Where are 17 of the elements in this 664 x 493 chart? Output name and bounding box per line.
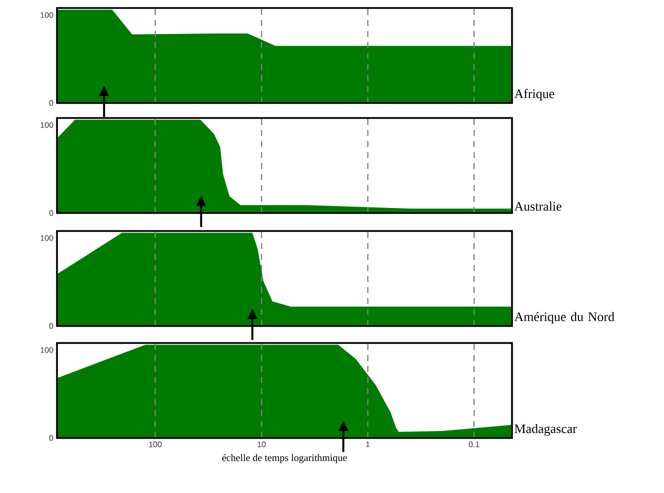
series-label: Australie <box>514 202 562 211</box>
y-tick-label: 100 <box>40 12 54 18</box>
x-axis-title: échelle de temps logarithmique <box>222 454 347 464</box>
series-label: Madagascar <box>514 424 577 436</box>
y-tick-label: 100 <box>40 122 54 128</box>
x-tick-label: 100 <box>149 442 162 448</box>
y-tick-label: 0 <box>49 100 54 106</box>
y-tick-label: 100 <box>40 235 54 241</box>
series-label: Afrique <box>514 88 554 101</box>
x-tick-label: 0.1 <box>468 442 480 448</box>
y-tick-label: 0 <box>49 323 54 329</box>
y-tick-label: 0 <box>49 210 54 216</box>
y-tick-label: 100 <box>40 347 54 353</box>
x-tick-label: 1 <box>366 442 370 448</box>
series-label: Amérique du Nord <box>514 312 614 324</box>
x-tick-label: 10 <box>258 442 266 448</box>
y-tick-label: 0 <box>49 435 54 441</box>
